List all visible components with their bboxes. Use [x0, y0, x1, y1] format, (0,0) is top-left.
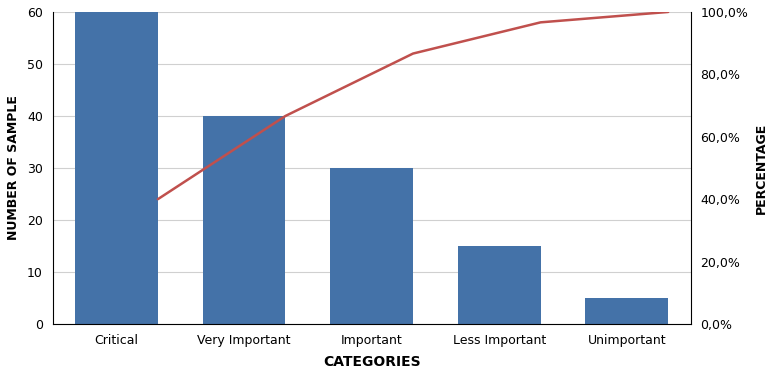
Bar: [458, 246, 541, 324]
Y-axis label: NUMBER OF SAMPLE: NUMBER OF SAMPLE: [7, 96, 20, 240]
Bar: [585, 298, 668, 324]
Bar: [75, 12, 158, 324]
Bar: [330, 168, 413, 324]
X-axis label: CATEGORIES: CATEGORIES: [322, 355, 420, 369]
Y-axis label: PERCENTAGE: PERCENTAGE: [755, 122, 768, 214]
Bar: [202, 116, 285, 324]
